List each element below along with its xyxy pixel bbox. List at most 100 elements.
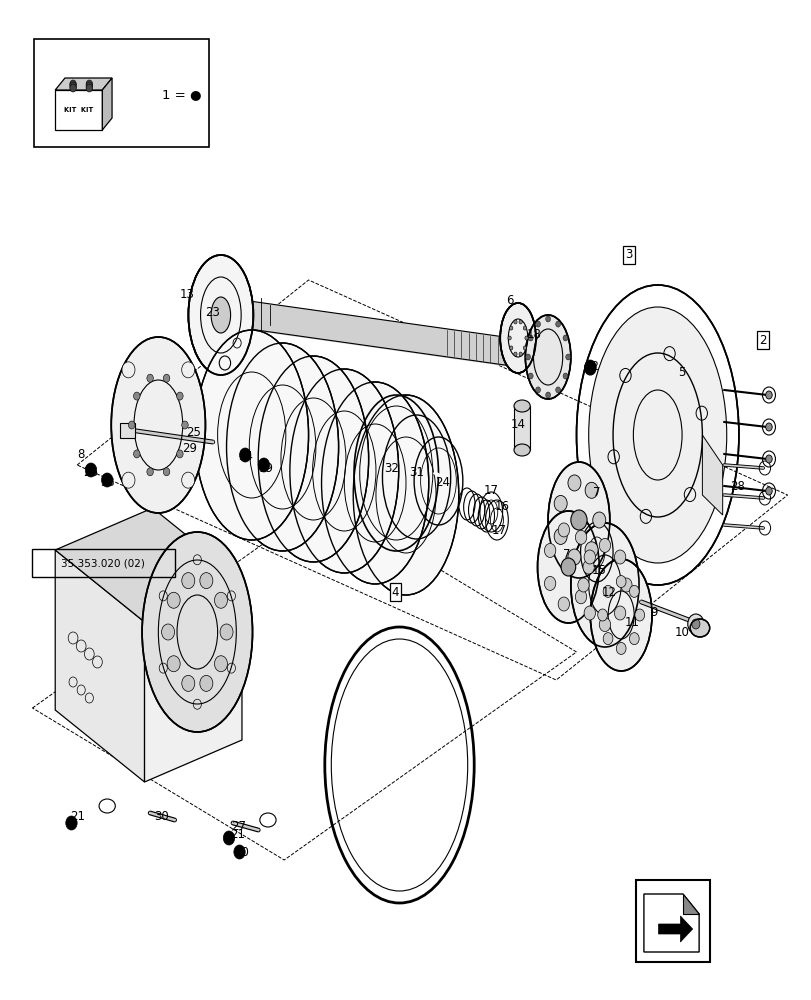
Text: KIT  KIT: KIT KIT	[64, 107, 93, 113]
Circle shape	[614, 550, 625, 564]
Ellipse shape	[188, 255, 253, 375]
Ellipse shape	[500, 303, 535, 373]
Text: 9: 9	[649, 605, 657, 618]
Ellipse shape	[226, 343, 338, 551]
Ellipse shape	[353, 395, 458, 595]
Circle shape	[161, 624, 174, 640]
Circle shape	[616, 576, 625, 588]
Bar	[120, 423, 135, 438]
Circle shape	[220, 624, 233, 640]
Text: 34: 34	[238, 450, 253, 464]
Polygon shape	[144, 580, 242, 782]
Circle shape	[575, 530, 586, 544]
Circle shape	[200, 675, 212, 691]
Circle shape	[182, 472, 195, 488]
Circle shape	[133, 392, 139, 400]
Text: 3: 3	[624, 248, 633, 261]
Circle shape	[603, 585, 612, 597]
Text: 10: 10	[674, 626, 689, 639]
Circle shape	[543, 543, 555, 557]
Text: 27: 27	[231, 820, 246, 834]
Circle shape	[147, 374, 153, 382]
Polygon shape	[658, 916, 692, 942]
Circle shape	[223, 831, 234, 845]
Text: 16: 16	[494, 500, 508, 514]
Circle shape	[545, 392, 550, 398]
Circle shape	[86, 84, 92, 92]
Circle shape	[508, 336, 511, 340]
Circle shape	[163, 374, 169, 382]
Circle shape	[167, 656, 180, 672]
Text: 28: 28	[729, 481, 744, 493]
Circle shape	[66, 816, 77, 830]
Circle shape	[614, 606, 625, 620]
Text: 35.353.020 (02): 35.353.020 (02)	[61, 558, 145, 568]
Circle shape	[585, 482, 598, 498]
Circle shape	[518, 352, 521, 356]
Ellipse shape	[537, 511, 599, 623]
Text: 11: 11	[624, 615, 638, 629]
Circle shape	[70, 82, 76, 90]
Circle shape	[597, 609, 607, 621]
Ellipse shape	[525, 315, 570, 399]
Ellipse shape	[142, 532, 252, 732]
Circle shape	[629, 585, 638, 597]
Text: 1 = ●: 1 = ●	[162, 89, 202, 102]
Circle shape	[513, 320, 517, 324]
Ellipse shape	[689, 619, 709, 637]
Polygon shape	[102, 78, 112, 130]
Ellipse shape	[588, 307, 726, 563]
Circle shape	[577, 578, 589, 592]
Circle shape	[509, 346, 513, 350]
Ellipse shape	[513, 400, 530, 412]
Circle shape	[528, 335, 533, 341]
Ellipse shape	[570, 523, 638, 647]
Circle shape	[535, 321, 540, 327]
Circle shape	[509, 326, 513, 330]
Bar	[34, 39, 208, 147]
Polygon shape	[55, 78, 112, 90]
Circle shape	[200, 573, 212, 589]
Text: 13: 13	[179, 288, 194, 302]
Circle shape	[555, 321, 560, 327]
Text: 30: 30	[154, 810, 169, 824]
Circle shape	[585, 542, 598, 558]
Circle shape	[620, 578, 631, 592]
Circle shape	[101, 473, 113, 487]
Circle shape	[86, 82, 92, 90]
Circle shape	[182, 362, 195, 378]
Text: 25: 25	[186, 426, 200, 438]
Circle shape	[575, 590, 586, 604]
Circle shape	[599, 618, 610, 632]
Ellipse shape	[321, 382, 428, 584]
Circle shape	[691, 619, 699, 629]
Circle shape	[765, 455, 771, 463]
Circle shape	[765, 423, 771, 431]
Text: 4: 4	[391, 585, 399, 598]
Circle shape	[177, 392, 183, 400]
Text: 21: 21	[70, 810, 84, 824]
Circle shape	[122, 472, 135, 488]
Circle shape	[543, 576, 555, 590]
Ellipse shape	[547, 462, 609, 578]
Text: 6: 6	[505, 294, 513, 306]
Text: 17: 17	[483, 484, 498, 496]
Circle shape	[522, 346, 526, 350]
Circle shape	[239, 448, 251, 462]
Circle shape	[86, 80, 92, 88]
Circle shape	[85, 463, 97, 477]
Circle shape	[214, 592, 227, 608]
Text: 33: 33	[101, 477, 115, 489]
Circle shape	[122, 362, 135, 378]
Polygon shape	[643, 894, 698, 952]
Ellipse shape	[195, 330, 308, 540]
Text: 7: 7	[562, 548, 570, 562]
Circle shape	[570, 510, 586, 530]
Circle shape	[528, 373, 533, 379]
Ellipse shape	[290, 369, 398, 573]
Text: 21: 21	[230, 828, 245, 842]
Text: 15: 15	[591, 564, 606, 576]
Circle shape	[555, 387, 560, 393]
Text: 20: 20	[234, 846, 249, 858]
Text: 29: 29	[182, 442, 196, 454]
